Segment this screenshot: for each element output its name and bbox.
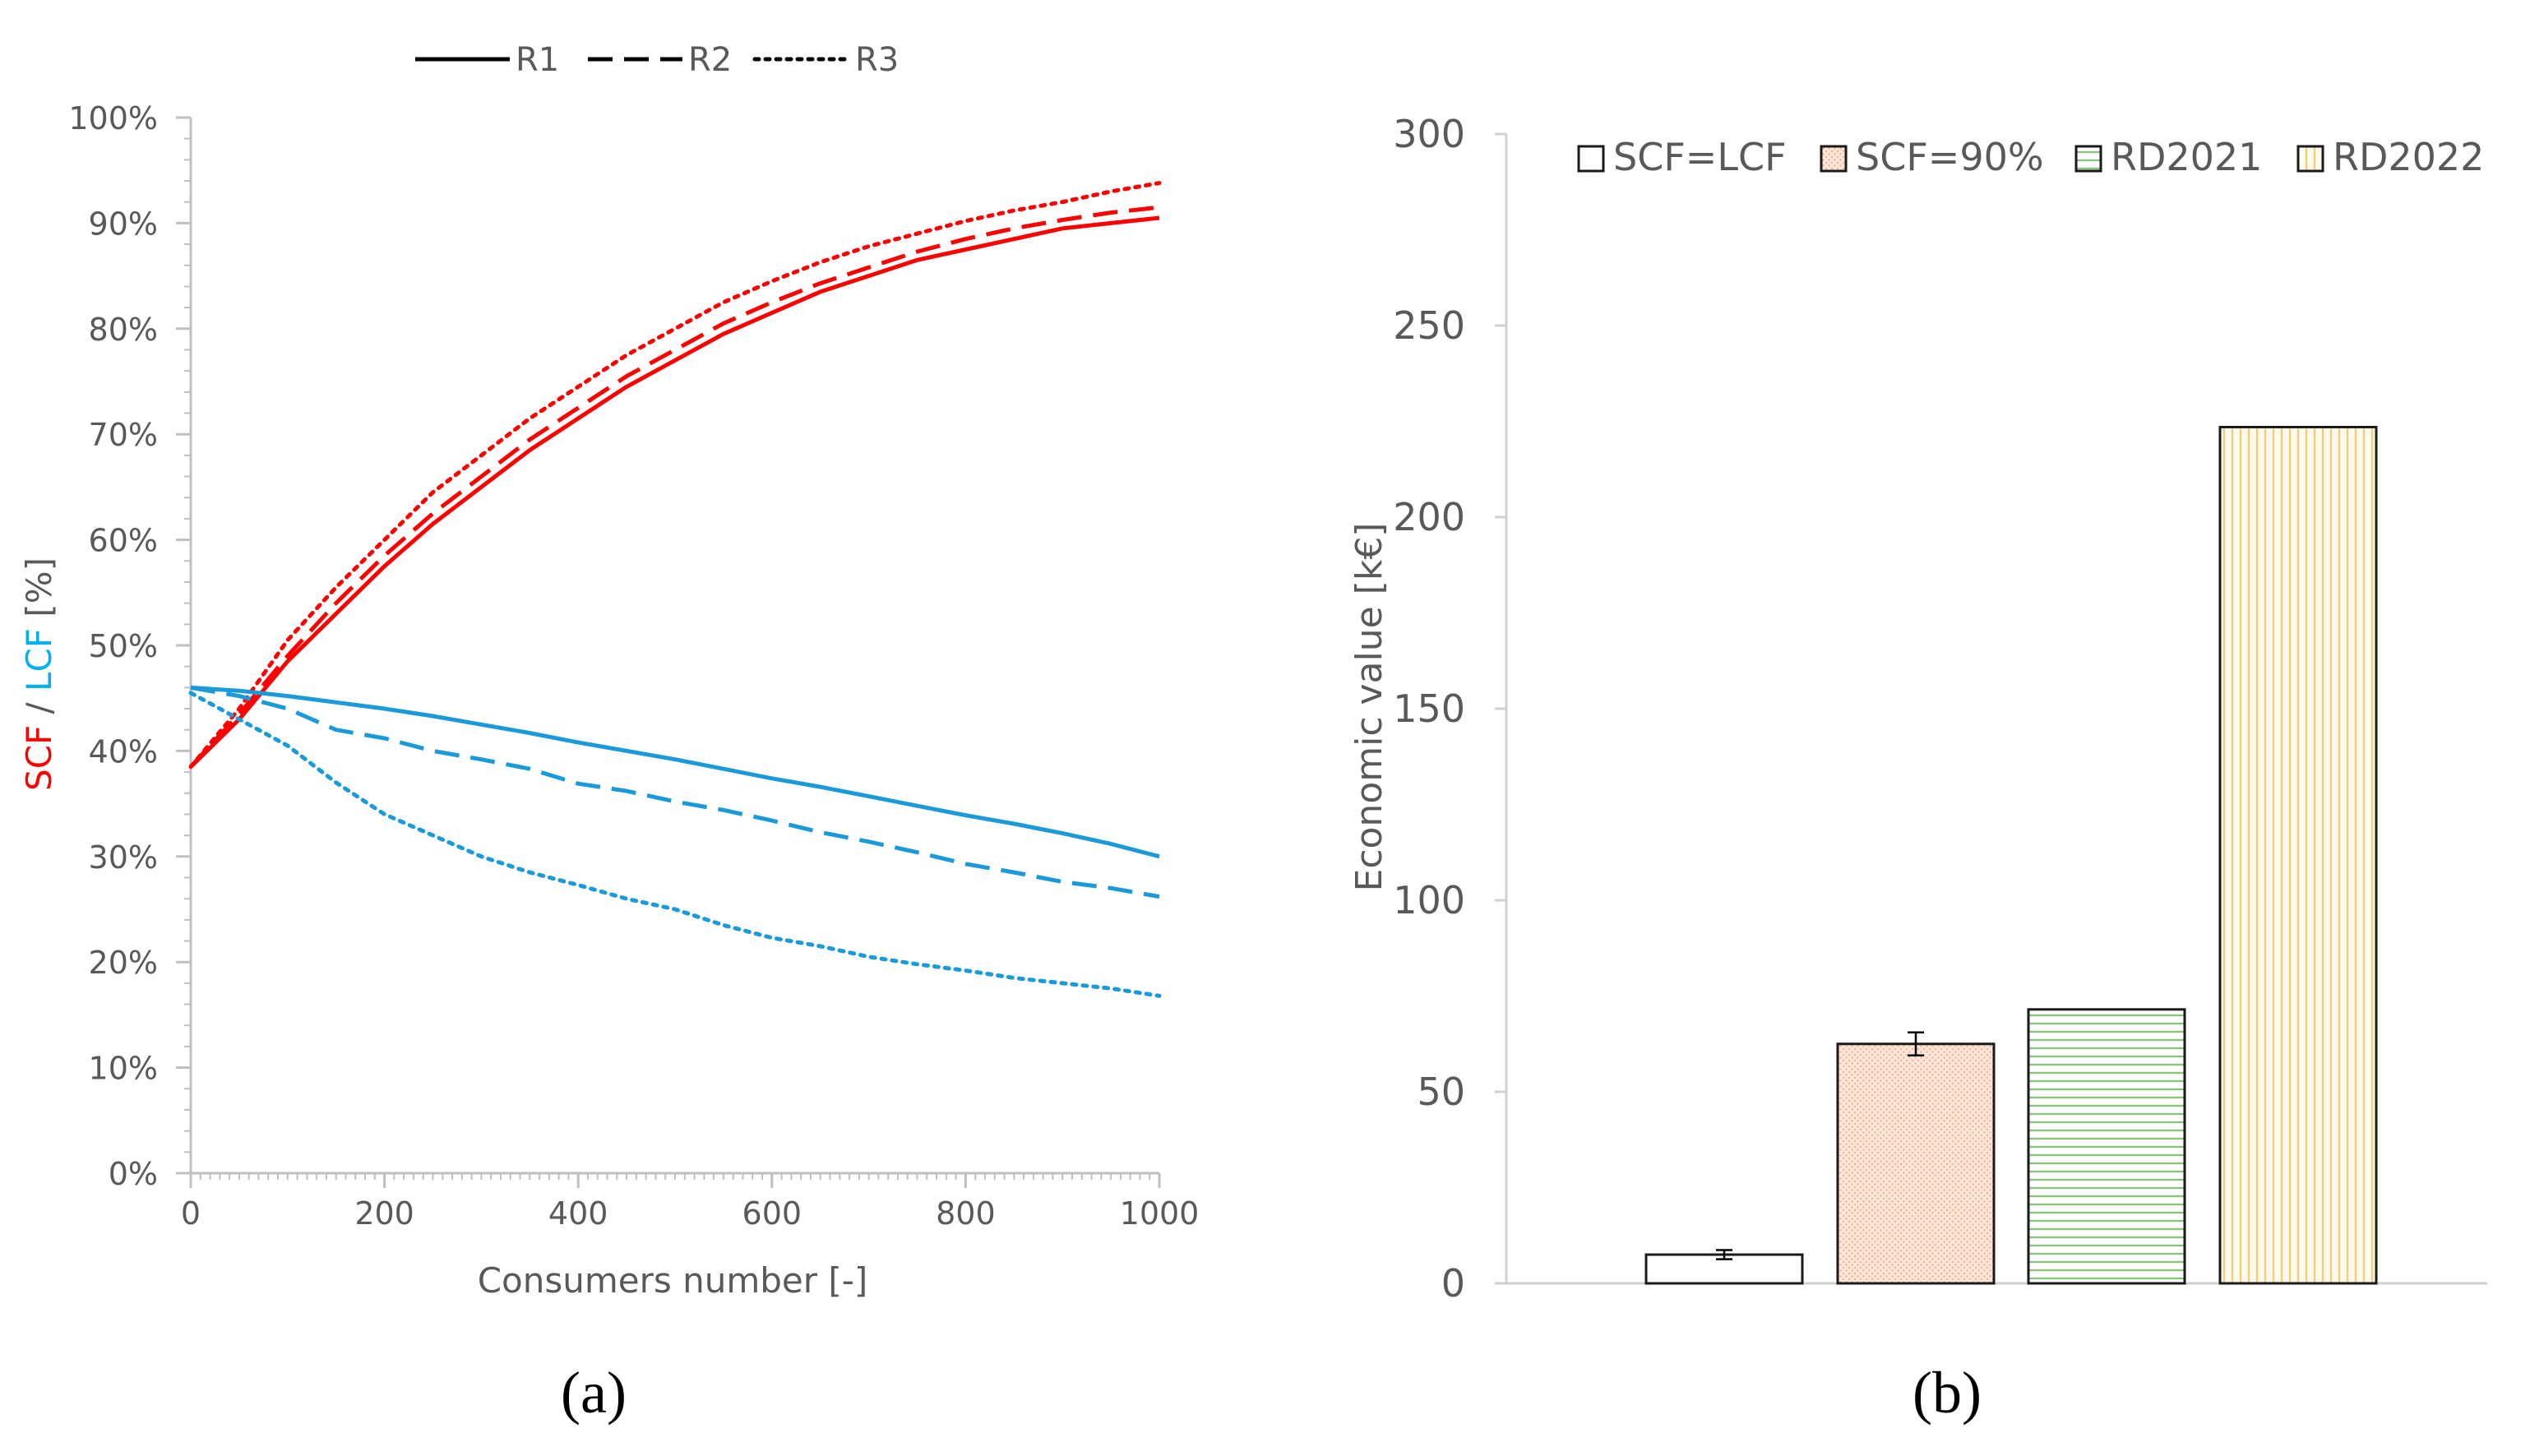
x-tick-label-a: 600 xyxy=(742,1195,802,1232)
x-tick-label-a: 800 xyxy=(936,1195,996,1232)
y-tick-label-b: 200 xyxy=(1393,495,1465,539)
x-tick-label-a: 0 xyxy=(181,1195,201,1232)
y-tick-label-a: 30% xyxy=(89,839,158,876)
bar-scf-90- xyxy=(1836,1042,1996,1285)
x-axis-label-a: Consumers number [-] xyxy=(478,1260,868,1301)
series-line-scf-r1 xyxy=(189,215,1160,769)
legend-label-scf-lcf: SCF=LCF xyxy=(1613,135,1787,179)
y-axis-label-part: / xyxy=(19,691,59,725)
y-tick-label-a: 0% xyxy=(109,1156,158,1192)
panel-label-a: (a) xyxy=(561,1360,627,1426)
y-tick-label-a: 50% xyxy=(89,628,158,664)
legend-label-r1: R1 xyxy=(516,41,559,79)
legend-label-r2: R2 xyxy=(688,41,732,79)
series-line-lcf-r2 xyxy=(190,685,1160,899)
panel-label-b: (b) xyxy=(1913,1360,1982,1426)
line-chart-a: 0% 10% 20% 30% 40% 50% 60% 70% 80% 90% 100% 0 200 40… xyxy=(19,41,1199,1426)
series-line-scf-r3 xyxy=(188,181,1162,770)
y-tick-label-b: 0 xyxy=(1441,1261,1465,1306)
y-tick-label-a: 40% xyxy=(89,733,158,770)
legend-swatch-rd2022 xyxy=(2296,145,2324,173)
y-tick-label-a: 90% xyxy=(89,206,158,242)
bar-rd2022 xyxy=(2218,425,2378,1285)
y-axis-label-b: Economic value [k€] xyxy=(1348,523,1390,892)
bar-chart-b: 0 50 100 150 200 250 300 SCF=LCF SCF=90% RD2021 R… xyxy=(1348,112,2487,1426)
y-axis-b: 0 50 100 150 200 250 300 xyxy=(1393,112,2487,1306)
y-tick-label-b: 50 xyxy=(1417,1070,1465,1114)
bars-group-b xyxy=(1644,425,2378,1285)
series-line-lcf-r1 xyxy=(190,685,1160,859)
x-tick-label-a: 200 xyxy=(354,1195,414,1232)
y-tick-label-b: 100 xyxy=(1393,878,1465,922)
legend-label-rd2021: RD2021 xyxy=(2111,135,2262,179)
legend-b: SCF=LCF SCF=90% RD2021 RD2022 xyxy=(1577,135,2484,179)
series-group-a xyxy=(188,181,1162,998)
legend-label-rd2022: RD2022 xyxy=(2333,135,2484,179)
x-tick-label-a: 400 xyxy=(548,1195,608,1232)
y-tick-label-b: 300 xyxy=(1393,112,1465,156)
y-axis-label-part: [%] xyxy=(19,557,59,628)
legend-swatch-scf-lcf xyxy=(1577,145,1605,173)
x-axis-a: 0 200 400 600 800 1000 xyxy=(181,1172,1200,1232)
legend-swatch-scf-90- xyxy=(1820,145,1848,173)
y-axis-a: 0% 10% 20% 30% 40% 50% 60% 70% 80% 90% 100% xyxy=(68,100,192,1192)
bar-rd2021 xyxy=(2027,1008,2186,1285)
y-tick-label-a: 100% xyxy=(68,100,158,136)
y-tick-label-a: 80% xyxy=(89,312,158,348)
y-axis-label-part: SCF xyxy=(19,725,59,791)
y-tick-label-b: 250 xyxy=(1393,303,1465,348)
series-line-lcf-r3 xyxy=(188,691,1162,998)
y-tick-label-a: 20% xyxy=(89,945,158,981)
y-axis-label-a: SCF / LCF [%] xyxy=(19,557,59,791)
legend-swatch-rd2021 xyxy=(2074,145,2102,173)
y-tick-label-a: 60% xyxy=(89,523,158,559)
y-tick-label-b: 150 xyxy=(1393,686,1465,731)
legend-a: R1 R2 R3 xyxy=(415,41,899,79)
x-tick-label-a: 1000 xyxy=(1120,1195,1200,1232)
y-tick-label-a: 10% xyxy=(89,1051,158,1087)
y-axis-label-part: LCF xyxy=(19,628,59,691)
legend-label-scf-90-: SCF=90% xyxy=(1856,135,2044,179)
legend-label-r3: R3 xyxy=(855,41,899,79)
y-tick-label-a: 70% xyxy=(89,417,158,453)
series-line-scf-r2 xyxy=(189,205,1160,769)
